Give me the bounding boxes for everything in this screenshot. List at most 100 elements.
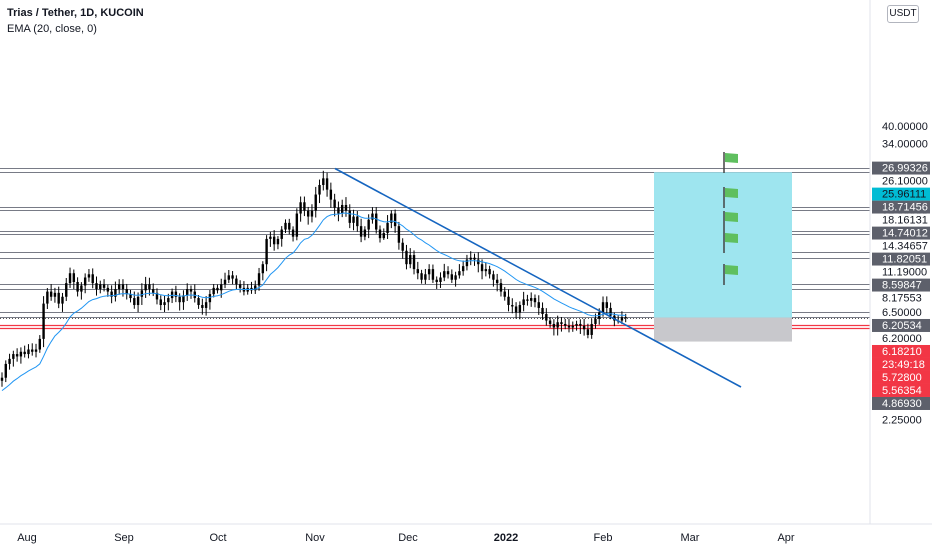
candle-body	[393, 213, 397, 227]
price-tag[interactable]: 8.59847	[882, 280, 922, 292]
target-zone[interactable]	[654, 172, 792, 318]
price-tag-bg	[872, 278, 930, 292]
price-tag[interactable]: 14.34657	[882, 241, 928, 253]
price-tag[interactable]: 26.10000	[882, 176, 928, 188]
candle-body	[106, 287, 110, 292]
price-tag[interactable]: 26.99326	[882, 163, 928, 175]
candle-body	[288, 222, 291, 230]
price-tag[interactable]: 8.17553	[882, 293, 922, 305]
candle-body	[454, 275, 457, 280]
price-tag-bg	[872, 252, 930, 266]
candle-body	[337, 207, 340, 214]
candle-body	[439, 277, 442, 282]
candle-body	[49, 291, 53, 297]
candle-body	[401, 242, 404, 251]
candle-body	[91, 274, 94, 284]
price-tag[interactable]: 23:49:18	[882, 359, 925, 371]
price-tag[interactable]: 5.56354	[882, 385, 922, 397]
flag-icon	[725, 265, 738, 275]
position-zones	[654, 172, 792, 342]
candle-body	[133, 298, 136, 306]
candle-body	[15, 354, 19, 357]
candle-body	[178, 296, 181, 303]
candle-body	[348, 210, 351, 223]
candle-body	[322, 178, 325, 185]
time-axis[interactable]: Aug Sep Oct Nov Dec 2022 Feb Mar Apr	[0, 523, 932, 544]
candle-body	[68, 273, 72, 284]
candle-body	[238, 284, 242, 288]
candle-body	[235, 278, 238, 285]
price-tag[interactable]: 6.20000	[882, 333, 922, 345]
stop-zone[interactable]	[654, 317, 792, 342]
price-tag-bg	[872, 265, 930, 279]
candle-body	[564, 323, 567, 326]
candle-body	[522, 299, 525, 306]
price-tag-bg	[872, 357, 930, 371]
symbol-title[interactable]: Trias / Tether, 1D, KUCOIN	[7, 7, 144, 19]
candle-body	[582, 325, 586, 330]
flag-icon	[725, 233, 738, 243]
price-tag[interactable]: 14.74012	[882, 228, 928, 240]
price-tag[interactable]: 6.50000	[882, 307, 922, 319]
candle-body	[624, 317, 627, 319]
price-tag[interactable]: 6.20534	[882, 320, 922, 332]
indicator-legend[interactable]: EMA (20, close, 0)	[7, 23, 97, 35]
candle-body	[375, 213, 378, 230]
price-tag[interactable]: 25.96111	[882, 189, 926, 201]
price-tag[interactable]: 18.71456	[882, 202, 928, 214]
candle-body	[272, 236, 276, 245]
candle-body	[280, 229, 283, 239]
price-tag-bg	[872, 226, 930, 240]
candle-body	[567, 325, 571, 328]
candle-body	[99, 284, 102, 290]
candle-body	[23, 351, 26, 355]
candle-body	[117, 284, 121, 290]
candle-body	[424, 274, 427, 280]
candle-body	[72, 273, 76, 282]
flag-icon	[725, 212, 738, 222]
candle-body	[397, 226, 401, 243]
price-tag[interactable]: 4.86930	[882, 398, 922, 410]
candle-body	[197, 298, 200, 306]
candle-body	[31, 349, 34, 352]
candle-body	[204, 302, 208, 308]
candle-body	[420, 273, 423, 280]
price-tag-bg	[872, 213, 930, 227]
candle-body	[212, 287, 215, 295]
candle-body	[102, 284, 106, 288]
candle-body	[65, 283, 68, 297]
price-tag[interactable]: 5.72800	[882, 372, 922, 384]
price-tag[interactable]: 6.18210	[882, 346, 922, 358]
candle-body	[518, 305, 522, 313]
price-tag[interactable]: 18.16131	[882, 215, 928, 227]
candle-body	[216, 287, 219, 291]
candle-body	[129, 294, 132, 299]
candle-body	[367, 219, 370, 230]
candle-body	[159, 299, 162, 306]
candle-body	[575, 323, 578, 326]
price-axis[interactable]: 40.0000034.0000024.0000017.0000010.00000…	[869, 0, 932, 550]
time-tick-label: Feb	[594, 532, 613, 544]
price-tag[interactable]: 11.19000	[882, 267, 927, 279]
candle-body	[291, 229, 295, 237]
candle-body	[144, 284, 147, 291]
candle-body	[254, 285, 257, 291]
trendline[interactable]	[334, 167, 742, 388]
ema-line	[1, 212, 626, 391]
candle-body	[155, 292, 159, 300]
currency-button[interactable]: USDT	[887, 5, 919, 23]
price-tag-bg	[872, 174, 930, 188]
flags-layer	[723, 152, 738, 285]
candle-body	[356, 216, 359, 227]
candle-body	[484, 269, 488, 272]
candle-body	[223, 279, 227, 285]
candle-body	[541, 307, 544, 315]
price-tag[interactable]: 11.82051	[882, 254, 927, 266]
time-tick-label: Sep	[114, 532, 134, 544]
candle-body	[114, 289, 117, 297]
candle-body	[167, 298, 170, 303]
candle-body	[552, 323, 556, 328]
candle-body	[19, 351, 23, 357]
